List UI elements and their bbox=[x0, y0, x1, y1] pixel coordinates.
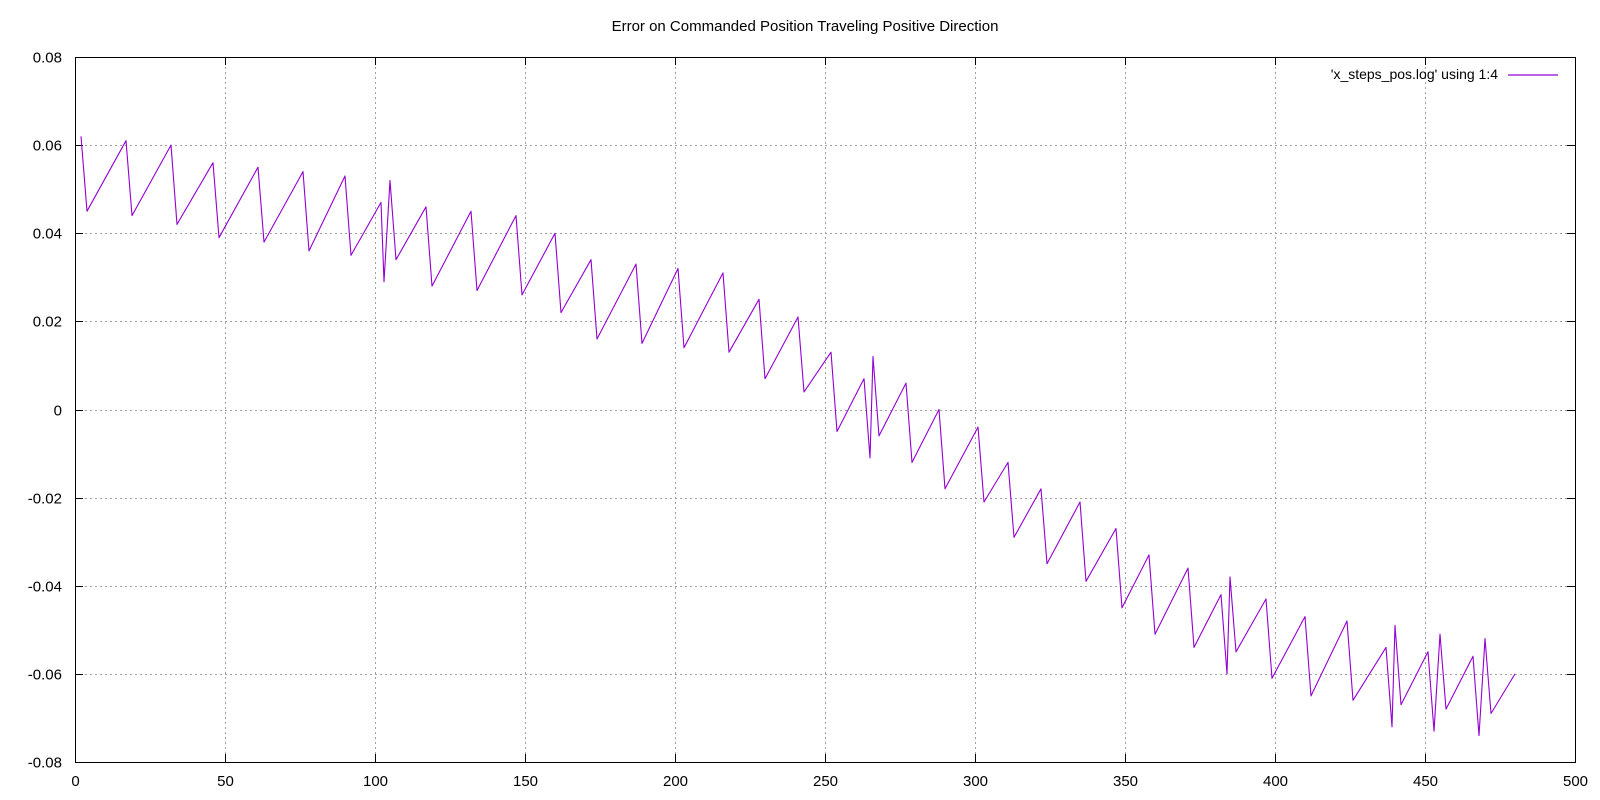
x-tick-label: 50 bbox=[217, 773, 234, 790]
series-layer bbox=[80, 136, 1516, 737]
y-tick-label: 0 bbox=[54, 403, 62, 420]
x-tick-label: 100 bbox=[363, 773, 388, 790]
chart-title: Error on Commanded Position Traveling Po… bbox=[612, 18, 999, 35]
x-tick-label: 400 bbox=[1263, 773, 1288, 790]
x-tick-label: 300 bbox=[963, 773, 988, 790]
x-tick-label: 0 bbox=[71, 773, 79, 790]
plot-frame bbox=[75, 57, 1576, 763]
series-line bbox=[80, 136, 1516, 737]
y-tick-label: 0.06 bbox=[33, 138, 62, 155]
y-tick-label: -0.06 bbox=[28, 667, 62, 684]
gridlines bbox=[75, 57, 1575, 762]
legend: 'x_steps_pos.log' using 1:4 bbox=[1331, 66, 1558, 82]
y-tick-label: 0.08 bbox=[33, 50, 62, 67]
x-tick-label: 450 bbox=[1413, 773, 1438, 790]
y-tick-label: -0.08 bbox=[28, 755, 62, 772]
x-tick-label: 350 bbox=[1113, 773, 1138, 790]
x-tick-label: 500 bbox=[1563, 773, 1588, 790]
y-tick-label: 0.02 bbox=[33, 314, 62, 331]
x-tick-label: 200 bbox=[663, 773, 688, 790]
axis-ticks: 0 50 100 150 200 250 300 350 400 450 500 -0.08 -0.06… bbox=[28, 50, 1588, 791]
legend-label: 'x_steps_pos.log' using 1:4 bbox=[1331, 66, 1498, 82]
y-tick-label: -0.04 bbox=[28, 579, 62, 596]
y-tick-label: -0.02 bbox=[28, 491, 62, 508]
x-tick-label: 150 bbox=[513, 773, 538, 790]
x-tick-label: 250 bbox=[813, 773, 838, 790]
y-tick-label: 0.04 bbox=[33, 226, 62, 243]
